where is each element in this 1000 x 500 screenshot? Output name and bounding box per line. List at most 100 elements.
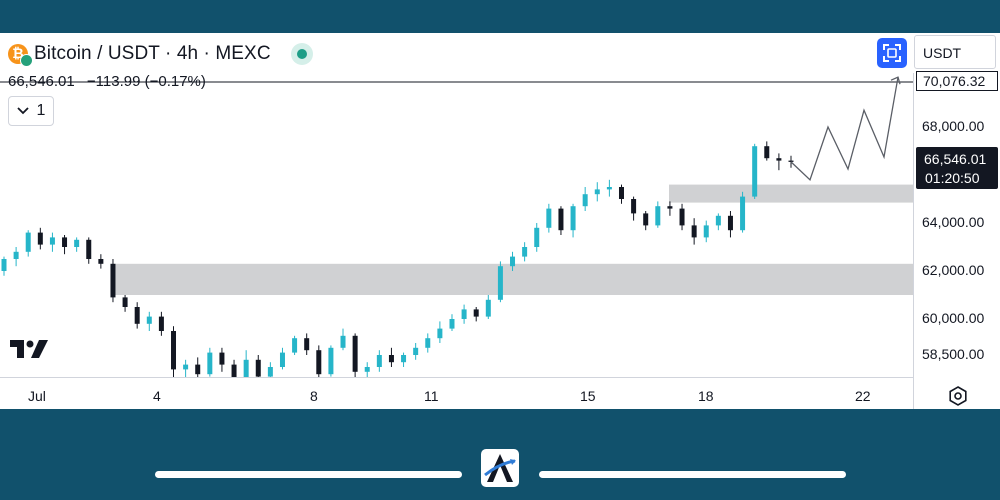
candle[interactable] <box>497 261 503 303</box>
candle[interactable] <box>413 343 419 360</box>
candle[interactable] <box>679 203 685 231</box>
candle[interactable] <box>691 218 697 245</box>
candle[interactable] <box>788 155 794 168</box>
candle[interactable] <box>401 352 407 367</box>
candle-body <box>1 259 7 271</box>
candle[interactable] <box>485 295 491 319</box>
bitcoin-icon: ₿ <box>8 44 33 67</box>
candle[interactable] <box>13 247 19 267</box>
candle[interactable] <box>340 328 346 351</box>
candle[interactable] <box>1 256 7 276</box>
market-status-icon[interactable] <box>290 43 313 65</box>
candle[interactable] <box>146 311 152 331</box>
candle[interactable] <box>316 345 322 377</box>
candle[interactable] <box>546 203 552 233</box>
candle[interactable] <box>171 326 177 377</box>
candle-body <box>679 208 685 226</box>
candle[interactable] <box>231 359 237 377</box>
candle[interactable] <box>715 213 721 231</box>
candle[interactable] <box>618 184 624 204</box>
time-axis[interactable] <box>0 377 913 409</box>
price-chart[interactable] <box>0 73 913 377</box>
candle[interactable] <box>37 227 43 250</box>
candle[interactable] <box>134 302 140 329</box>
candle[interactable] <box>740 191 746 233</box>
candle[interactable] <box>582 187 588 211</box>
candle-body <box>788 160 794 162</box>
candle[interactable] <box>110 259 116 303</box>
candle[interactable] <box>388 347 394 367</box>
candle-body <box>752 146 758 197</box>
candle-body <box>582 194 588 207</box>
price-axis[interactable] <box>913 73 1000 410</box>
candle[interactable] <box>752 143 758 199</box>
candle[interactable] <box>558 206 564 235</box>
candle[interactable] <box>195 357 201 377</box>
candle[interactable] <box>122 295 128 312</box>
candle[interactable] <box>328 345 334 377</box>
candle-body <box>231 364 237 377</box>
candle[interactable] <box>255 355 261 377</box>
candle-body <box>279 352 285 367</box>
decorative-bar-right <box>539 471 846 478</box>
candle[interactable] <box>86 237 92 264</box>
candle-body <box>219 352 225 365</box>
time-tick-label: 18 <box>698 388 714 404</box>
candle[interactable] <box>703 220 709 243</box>
candle-body <box>267 367 273 377</box>
candle-body <box>546 208 552 228</box>
candle[interactable] <box>352 333 358 377</box>
candle[interactable] <box>594 182 600 202</box>
candle[interactable] <box>49 232 55 252</box>
candle[interactable] <box>631 196 637 221</box>
price-tick-label: 62,000.00 <box>922 262 985 278</box>
candle[interactable] <box>643 211 649 231</box>
supply-demand-zone[interactable] <box>669 184 913 203</box>
candle[interactable] <box>461 304 467 324</box>
candle[interactable] <box>437 321 443 343</box>
candle[interactable] <box>98 254 104 269</box>
candle-body <box>570 206 576 231</box>
candle-body <box>449 319 455 329</box>
candle[interactable] <box>364 362 370 377</box>
last-price-value: 66,546.01 <box>924 151 987 167</box>
candle[interactable] <box>570 203 576 238</box>
last-price-tag: 66,546.01 01:20:50 <box>916 147 998 189</box>
candle[interactable] <box>522 242 528 262</box>
candle[interactable] <box>158 311 164 336</box>
candle[interactable] <box>510 251 516 271</box>
candle[interactable] <box>74 237 80 252</box>
candle[interactable] <box>534 223 540 252</box>
candle[interactable] <box>776 153 782 171</box>
candle[interactable] <box>219 347 225 372</box>
candle[interactable] <box>667 201 673 216</box>
candle[interactable] <box>655 201 661 228</box>
candle-body <box>13 251 19 259</box>
candle[interactable] <box>183 359 189 377</box>
candle[interactable] <box>243 350 249 377</box>
candle-body <box>207 352 213 375</box>
candle[interactable] <box>267 362 273 377</box>
symbol-title[interactable]: Bitcoin / USDT · 4h · MEXC <box>34 43 271 64</box>
price-tick-label: 64,000.00 <box>922 214 985 230</box>
candle[interactable] <box>376 350 382 372</box>
candle[interactable] <box>606 179 612 197</box>
candle[interactable] <box>764 141 770 161</box>
candle[interactable] <box>449 314 455 331</box>
currency-select[interactable]: USDT <box>914 35 996 69</box>
candle[interactable] <box>292 335 298 355</box>
candle[interactable] <box>207 347 213 377</box>
candle[interactable] <box>279 347 285 370</box>
candle[interactable] <box>304 333 310 355</box>
settings-gear-icon[interactable] <box>947 385 969 407</box>
candle[interactable] <box>727 211 733 238</box>
candle-body <box>558 208 564 231</box>
candle[interactable] <box>473 307 479 322</box>
candle-body <box>122 297 128 307</box>
collapse-indicators-button[interactable]: 1 <box>8 96 54 126</box>
symbol-header[interactable]: ₿ Bitcoin / USDT · 4h · MEXC <box>8 43 313 67</box>
fullscreen-button[interactable] <box>877 38 907 68</box>
candle[interactable] <box>425 333 431 353</box>
candle[interactable] <box>25 230 31 257</box>
candle[interactable] <box>62 235 68 255</box>
